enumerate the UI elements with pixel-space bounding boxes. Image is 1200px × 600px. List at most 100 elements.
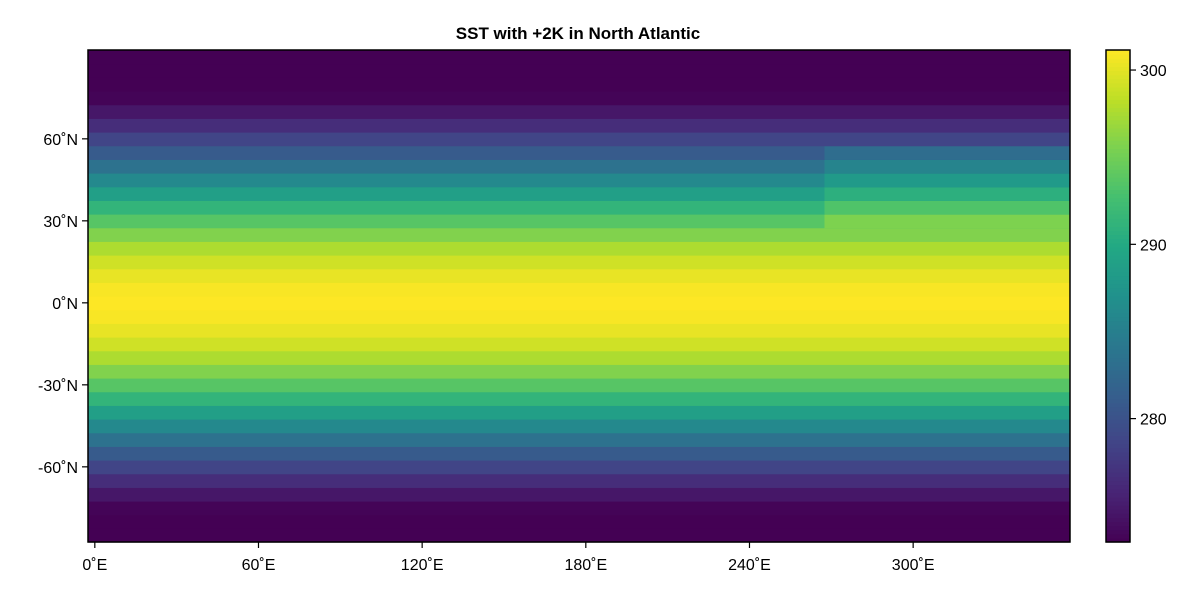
colorbar-segment <box>1106 394 1130 400</box>
colorbar: 280 290 300 <box>1105 49 1167 543</box>
heatmap-band <box>88 282 1070 297</box>
colorbar-segment <box>1106 316 1130 322</box>
heatmap-band <box>88 50 1070 65</box>
colorbar-segment <box>1106 250 1130 256</box>
colorbar-segment <box>1106 533 1130 539</box>
colorbar-segment <box>1106 337 1130 342</box>
colorbar-segment <box>1106 509 1130 514</box>
colorbar-segment <box>1106 300 1130 305</box>
y-tick-label: -30˚N <box>38 378 78 395</box>
colorbar-segment <box>1106 246 1130 252</box>
heatmap-band <box>88 514 1070 529</box>
colorbar-segment <box>1106 332 1130 338</box>
colorbar-segment <box>1106 312 1130 318</box>
colorbar-segment <box>1106 119 1130 125</box>
colorbar-segment <box>1106 537 1130 543</box>
colorbar-segment <box>1106 472 1130 477</box>
heatmap-band <box>88 268 1070 283</box>
colorbar-segment <box>1106 455 1130 461</box>
colorbar-segment <box>1106 410 1130 416</box>
colorbar-segment <box>1106 279 1130 285</box>
colorbar-segment <box>1106 91 1130 96</box>
colorbar-segment <box>1106 86 1130 92</box>
heatmap-band <box>88 323 1070 338</box>
heatmap-band <box>88 487 1070 502</box>
colorbar-segment <box>1106 242 1130 248</box>
colorbar-segment <box>1106 501 1130 506</box>
colorbar-segment <box>1106 529 1130 535</box>
x-tick-label: 300˚E <box>892 557 935 574</box>
heatmap-band <box>88 528 1070 543</box>
y-tick-label: 30˚N <box>43 214 78 231</box>
colorbar-segment <box>1106 70 1130 76</box>
colorbar-segment <box>1106 398 1130 404</box>
colorbar-segment <box>1106 140 1130 145</box>
plot-frame <box>87 49 1071 543</box>
colorbar-segment <box>1106 304 1130 309</box>
colorbar-segment <box>1106 365 1130 371</box>
colorbar-segment <box>1106 234 1130 240</box>
colorbar-segment <box>1106 66 1130 72</box>
colorbar-segment <box>1106 160 1130 166</box>
colorbar-segment <box>1106 255 1130 260</box>
heatmap-band <box>88 255 1070 270</box>
colorbar-segment <box>1106 99 1130 104</box>
colorbar-segment <box>1106 320 1130 326</box>
heatmap-cells <box>88 50 1070 543</box>
colorbar-segment <box>1106 427 1130 432</box>
colorbar-segment <box>1106 414 1130 420</box>
colorbar-segment <box>1106 156 1130 162</box>
colorbar-segment <box>1106 419 1130 424</box>
colorbar-segment <box>1106 386 1130 391</box>
heatmap-band <box>88 337 1070 352</box>
colorbar-segment <box>1106 451 1130 457</box>
heatmap-band <box>88 241 1070 256</box>
colorbar-segment <box>1106 382 1130 387</box>
colorbar-segment <box>1106 209 1130 215</box>
heatmap-band <box>88 104 1070 119</box>
colorbar-segment <box>1106 181 1130 186</box>
colorbar-segment <box>1106 521 1130 527</box>
heatmap-band <box>88 350 1070 365</box>
colorbar-segment <box>1106 439 1130 445</box>
heatmap-band <box>88 473 1070 488</box>
heatmap-band <box>88 419 1070 434</box>
colorbar-segment <box>1106 78 1130 84</box>
colorbar-segment <box>1106 173 1130 178</box>
colorbar-segment <box>1106 168 1130 174</box>
x-tick-label: 60˚E <box>242 557 276 574</box>
colorbar-segment <box>1106 447 1130 453</box>
colorbar-segment <box>1106 328 1130 334</box>
colorbar-segment <box>1106 390 1130 395</box>
colorbar-segment <box>1106 58 1130 63</box>
heatmap-band <box>88 446 1070 461</box>
colorbar-segment <box>1106 177 1130 182</box>
y-tick-label: -60˚N <box>38 460 78 477</box>
colorbar-segment <box>1106 423 1130 428</box>
colorbar-segment <box>1106 517 1130 523</box>
colorbar-segment <box>1106 460 1130 465</box>
colorbar-segment <box>1106 127 1130 133</box>
colorbar-segment <box>1106 361 1130 367</box>
colorbar-segment <box>1106 259 1130 264</box>
x-tick-label: 0˚E <box>82 557 107 574</box>
colorbar-segment <box>1106 435 1130 441</box>
colorbar-segment <box>1106 505 1130 510</box>
colorbar-segment <box>1106 357 1130 363</box>
colorbar-frame <box>1105 49 1131 543</box>
anomaly-cell <box>824 145 1070 160</box>
anomaly-cell <box>824 159 1070 174</box>
colorbar-segment <box>1106 144 1130 149</box>
anomaly-cell <box>824 214 1070 229</box>
colorbar-segment <box>1106 148 1130 154</box>
heatmap-band <box>88 91 1070 106</box>
y-tick-label: 60˚N <box>43 132 78 149</box>
colorbar-segment <box>1106 271 1130 277</box>
anomaly-cell <box>824 173 1070 188</box>
colorbar-tick-label: 280 <box>1140 412 1167 429</box>
colorbar-segment <box>1106 484 1130 490</box>
colorbar-segment <box>1106 54 1130 59</box>
heatmap-band <box>88 227 1070 242</box>
colorbar-segment <box>1106 402 1130 408</box>
colorbar-segment <box>1106 476 1130 482</box>
